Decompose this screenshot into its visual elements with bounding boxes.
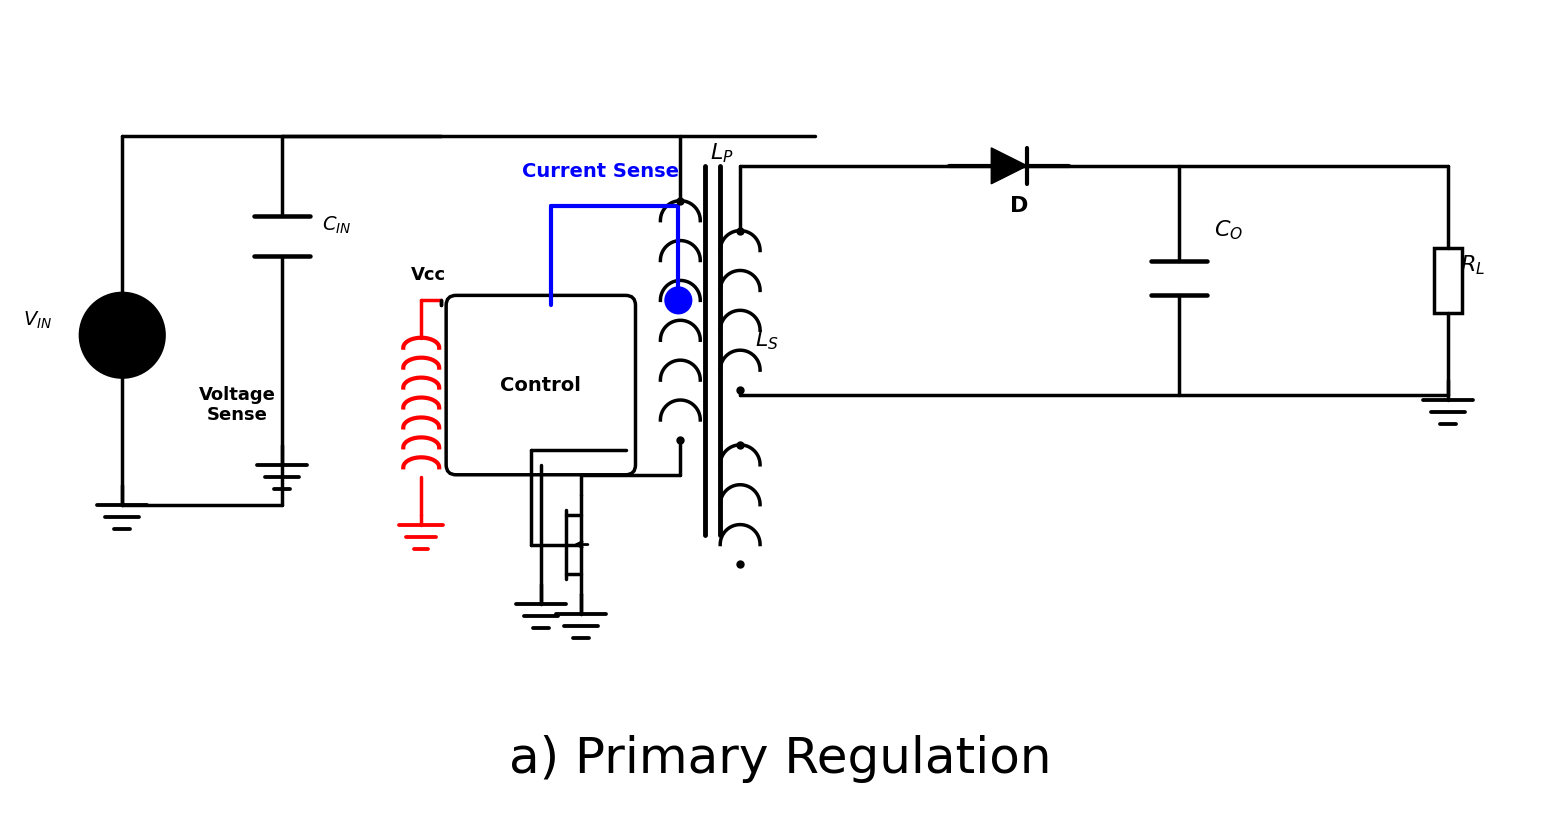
Text: $V_{IN}$: $V_{IN}$ xyxy=(23,310,52,331)
FancyBboxPatch shape xyxy=(446,295,635,475)
Bar xyxy=(1433,248,1461,313)
Text: +: + xyxy=(108,313,126,333)
Text: $C_{IN}$: $C_{IN}$ xyxy=(322,215,351,236)
Text: a) Primary Regulation: a) Primary Regulation xyxy=(509,735,1051,782)
Text: Current Sense: Current Sense xyxy=(521,161,679,181)
Text: $C_O$: $C_O$ xyxy=(1213,218,1243,242)
Circle shape xyxy=(667,289,690,312)
Circle shape xyxy=(81,293,164,377)
Text: $L_S$: $L_S$ xyxy=(756,328,779,352)
Text: Control: Control xyxy=(501,376,581,394)
Text: −: − xyxy=(106,338,128,362)
Text: D: D xyxy=(1010,196,1029,216)
Text: Vcc: Vcc xyxy=(411,267,446,284)
Text: $R_L$: $R_L$ xyxy=(1460,253,1485,277)
Polygon shape xyxy=(991,148,1027,183)
Text: Voltage
Sense: Voltage Sense xyxy=(198,385,275,425)
Text: $L_P$: $L_P$ xyxy=(710,141,734,165)
